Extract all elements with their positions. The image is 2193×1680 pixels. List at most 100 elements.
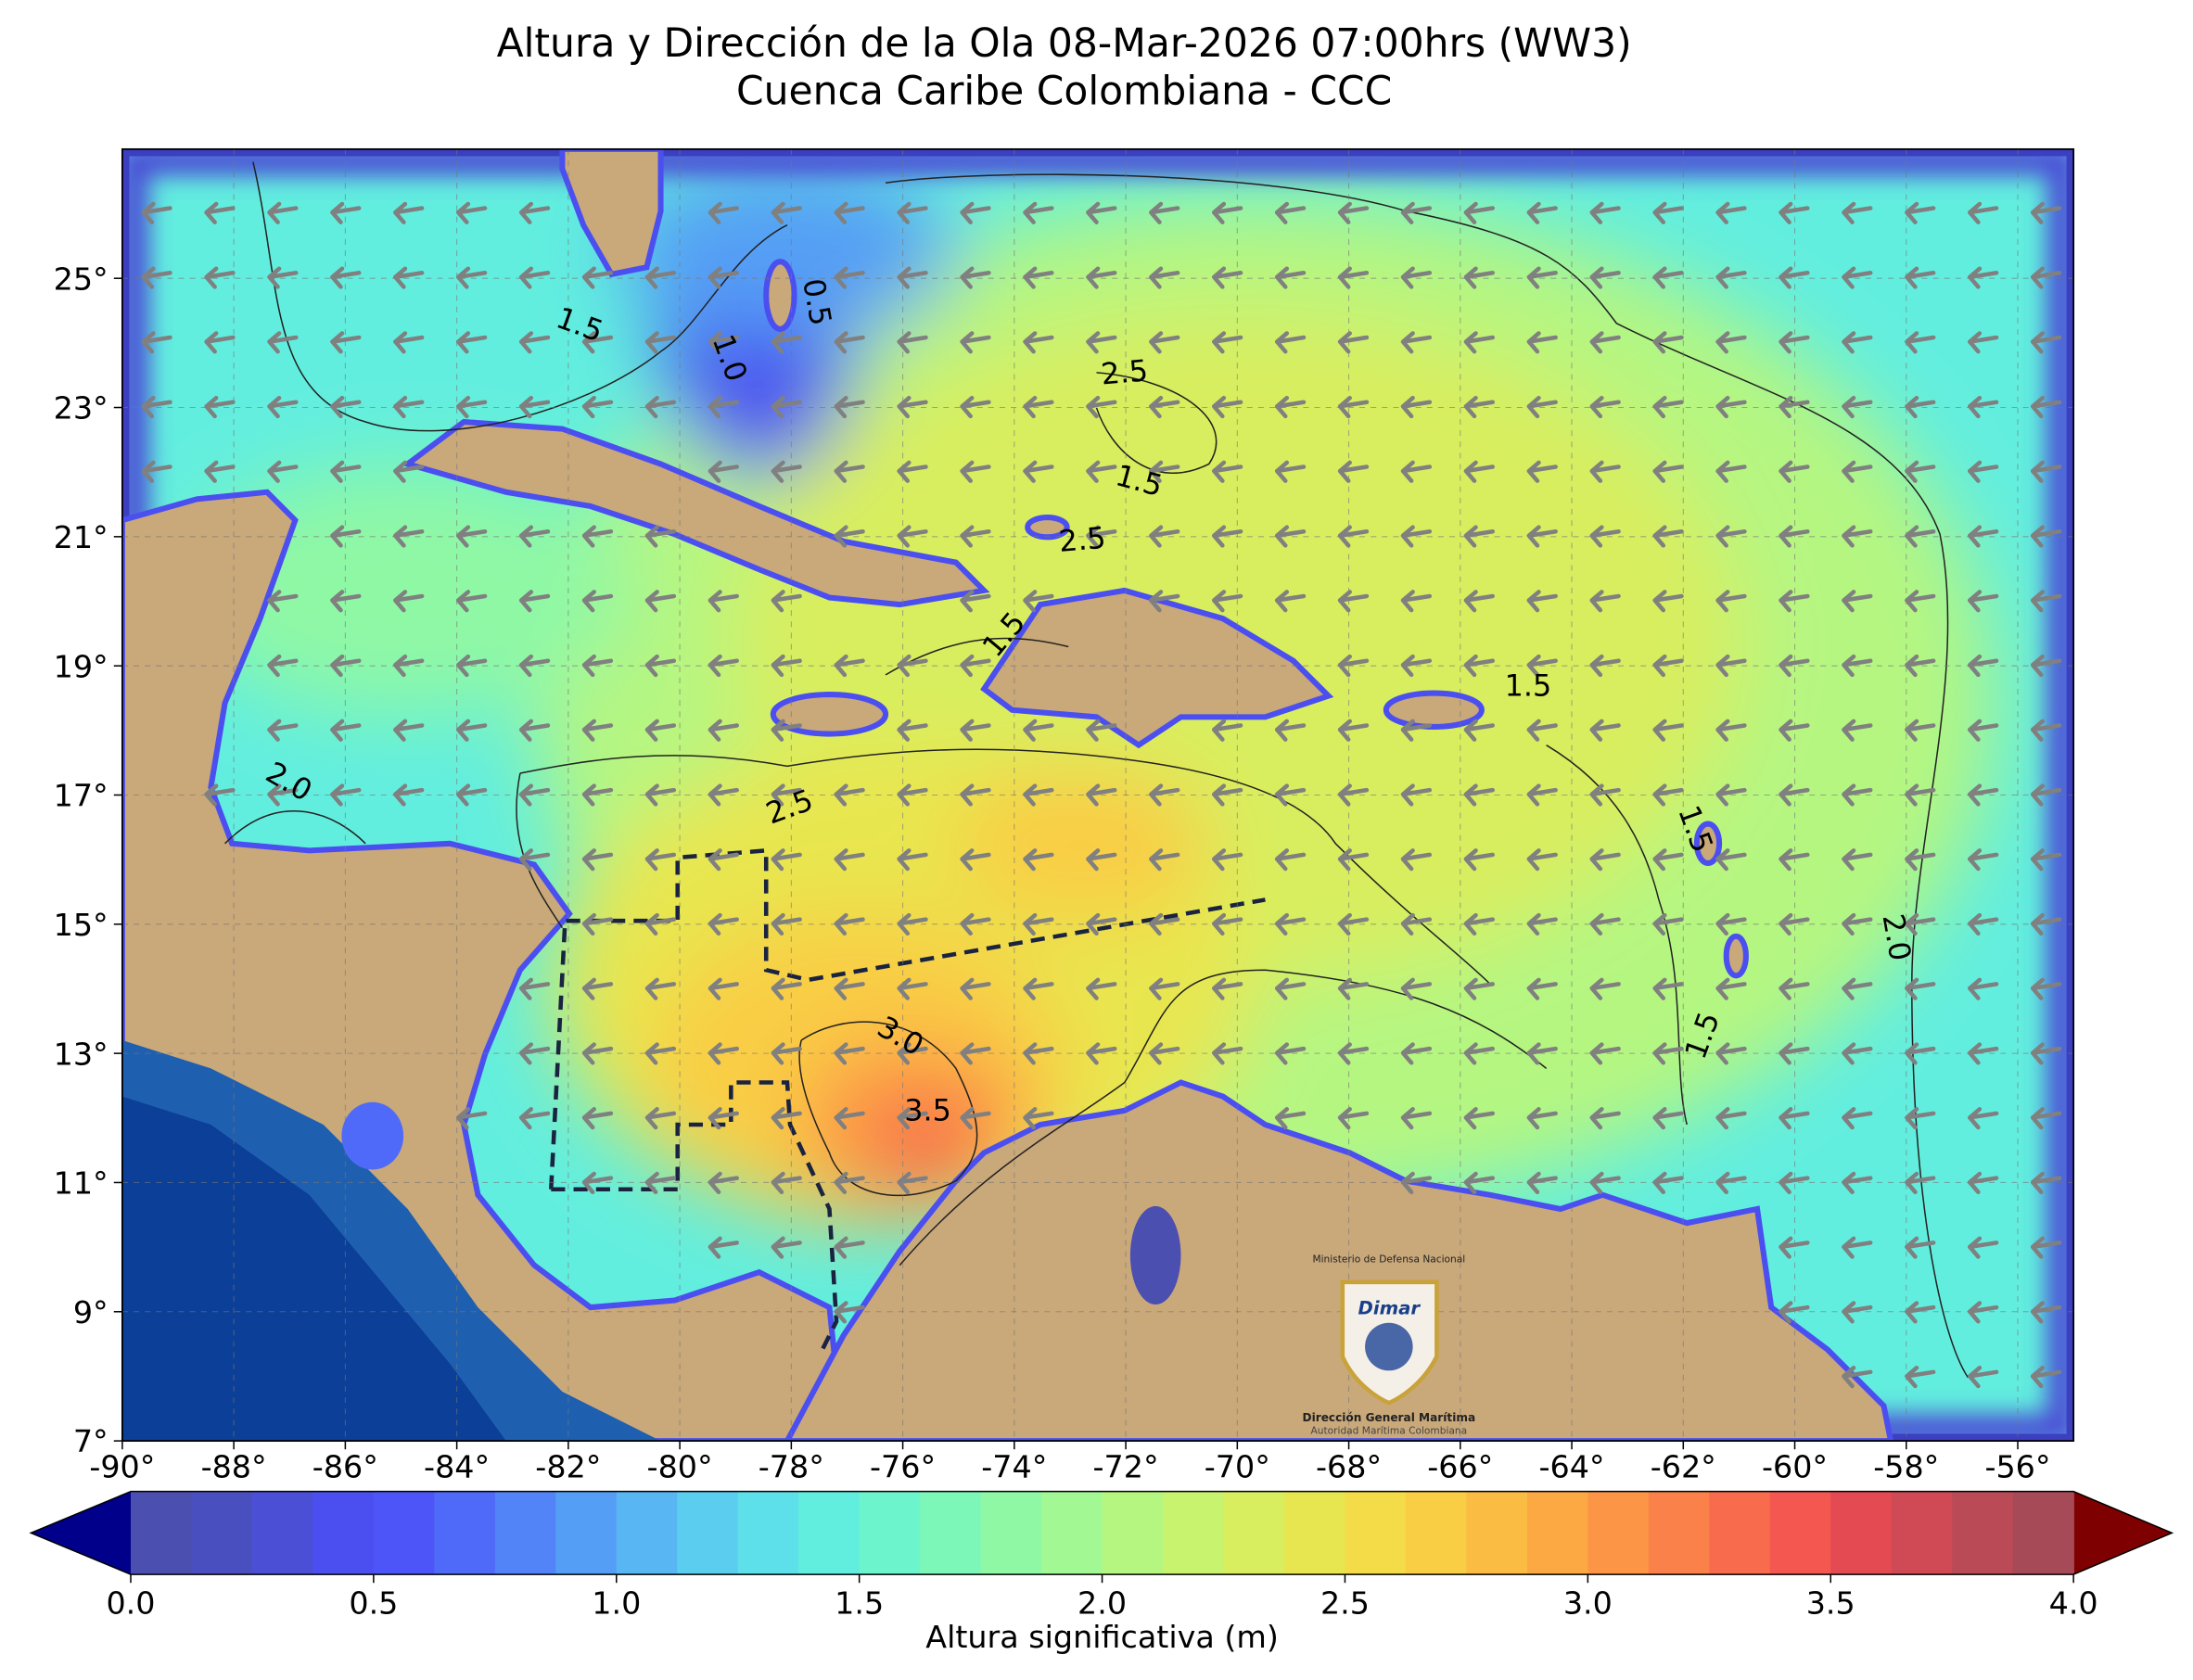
colorbar-tick-label: 0.0: [106, 1585, 155, 1622]
arrow: [1842, 460, 1873, 483]
arrow: [1779, 719, 1810, 742]
arrow: [1779, 654, 1810, 678]
arrow: [455, 266, 488, 289]
arrow: [834, 977, 865, 1000]
arrow: [455, 590, 488, 613]
arrow: [267, 460, 299, 483]
arrow: [1211, 783, 1243, 807]
arrow: [897, 201, 928, 224]
arrow: [1842, 395, 1873, 419]
arrow: [834, 331, 865, 354]
arrow: [1715, 395, 1747, 419]
arrow: [1463, 525, 1495, 548]
arrow: [2030, 654, 2062, 678]
colorbar-segment: [2012, 1491, 2074, 1575]
arrow: [1526, 525, 1558, 548]
arrow: [708, 719, 739, 742]
arrow: [1400, 1171, 1433, 1195]
arrow: [1967, 654, 1999, 678]
arrow: [644, 848, 677, 872]
x-tick-label: -72°: [1093, 1449, 1159, 1485]
arrow: [1589, 912, 1621, 936]
colorbar-segment: [1466, 1491, 1528, 1575]
colorbar-segment: [494, 1491, 557, 1575]
arrow: [1589, 1042, 1621, 1065]
arrow: [1905, 266, 1936, 289]
arrow: [834, 783, 865, 807]
colorbar-tick-label: 0.5: [349, 1585, 398, 1622]
arrow: [1463, 1171, 1495, 1195]
arrow: [1023, 848, 1054, 872]
colorbar-tick-label: 3.5: [1806, 1585, 1855, 1622]
arrow: [1023, 266, 1054, 289]
y-axis: 7° 9° 11° 13° 15° 17° 19° 21° 23° 25°: [54, 261, 122, 1459]
arrow: [771, 977, 802, 1000]
arrow: [2030, 201, 2062, 224]
arrow: [1967, 201, 1999, 224]
arrow: [455, 1107, 488, 1130]
arrow: [455, 783, 488, 807]
arrow: [1905, 395, 1936, 419]
arrow: [1400, 1107, 1433, 1130]
arrow: [1779, 1042, 1810, 1065]
arrow: [393, 719, 425, 742]
arrow: [1400, 395, 1433, 419]
arrow: [1905, 1042, 1936, 1065]
arrow: [393, 201, 425, 224]
arrow: [897, 1042, 928, 1065]
arrow: [771, 1236, 802, 1259]
logo-ministry: Ministerio de Defensa Nacional: [1312, 1254, 1465, 1266]
contour-label: 3.5: [904, 1092, 951, 1127]
arrow: [771, 331, 802, 354]
arrow: [1086, 719, 1117, 742]
arrow: [1526, 590, 1558, 613]
arrow: [834, 395, 865, 419]
arrow: [1779, 848, 1810, 872]
colorbar-tick-label: 3.0: [1563, 1585, 1613, 1622]
arrow: [1779, 460, 1810, 483]
arrow: [897, 1107, 928, 1130]
arrow: [267, 783, 299, 807]
x-tick-label: -76°: [870, 1449, 936, 1485]
arrow: [1211, 719, 1243, 742]
x-tick-label: -84°: [424, 1449, 490, 1485]
colorbar-segment: [616, 1491, 679, 1575]
x-tick-label: -68°: [1316, 1449, 1382, 1485]
colorbar-segment: [312, 1491, 375, 1575]
arrow: [1463, 654, 1495, 678]
logo-subtitle: Autoridad Marítima Colombiana: [1311, 1425, 1468, 1437]
arrow: [1779, 266, 1810, 289]
arrow: [518, 525, 551, 548]
colorbar-over: [2073, 1491, 2173, 1575]
arrow: [1589, 1107, 1621, 1130]
boundary: [549, 847, 1266, 1351]
arrow: [330, 654, 362, 678]
arrow: [518, 201, 551, 224]
arrow: [644, 266, 677, 289]
arrow: [1905, 331, 1936, 354]
arrow: [1274, 848, 1307, 872]
arrow: [1905, 783, 1936, 807]
arrow: [1400, 719, 1433, 742]
arrow: [1337, 912, 1370, 936]
arrow: [834, 1042, 865, 1065]
arrow: [1905, 1107, 1936, 1130]
arrow: [581, 1042, 614, 1065]
arrow: [518, 1107, 551, 1130]
arrow: [581, 783, 614, 807]
arrow: [267, 331, 299, 354]
arrow: [1337, 590, 1370, 613]
arrow: [1023, 912, 1054, 936]
arrow: [1023, 395, 1054, 419]
arrow: [1715, 1107, 1747, 1130]
arrow: [1211, 525, 1243, 548]
arrow: [834, 848, 865, 872]
arrow: [897, 719, 928, 742]
arrow: [267, 590, 299, 613]
arrow: [1149, 395, 1180, 419]
arrow: [1652, 201, 1684, 224]
arrow: [1274, 1042, 1307, 1065]
arrow: [581, 1171, 614, 1195]
arrow: [1967, 460, 1999, 483]
arrow: [518, 266, 551, 289]
